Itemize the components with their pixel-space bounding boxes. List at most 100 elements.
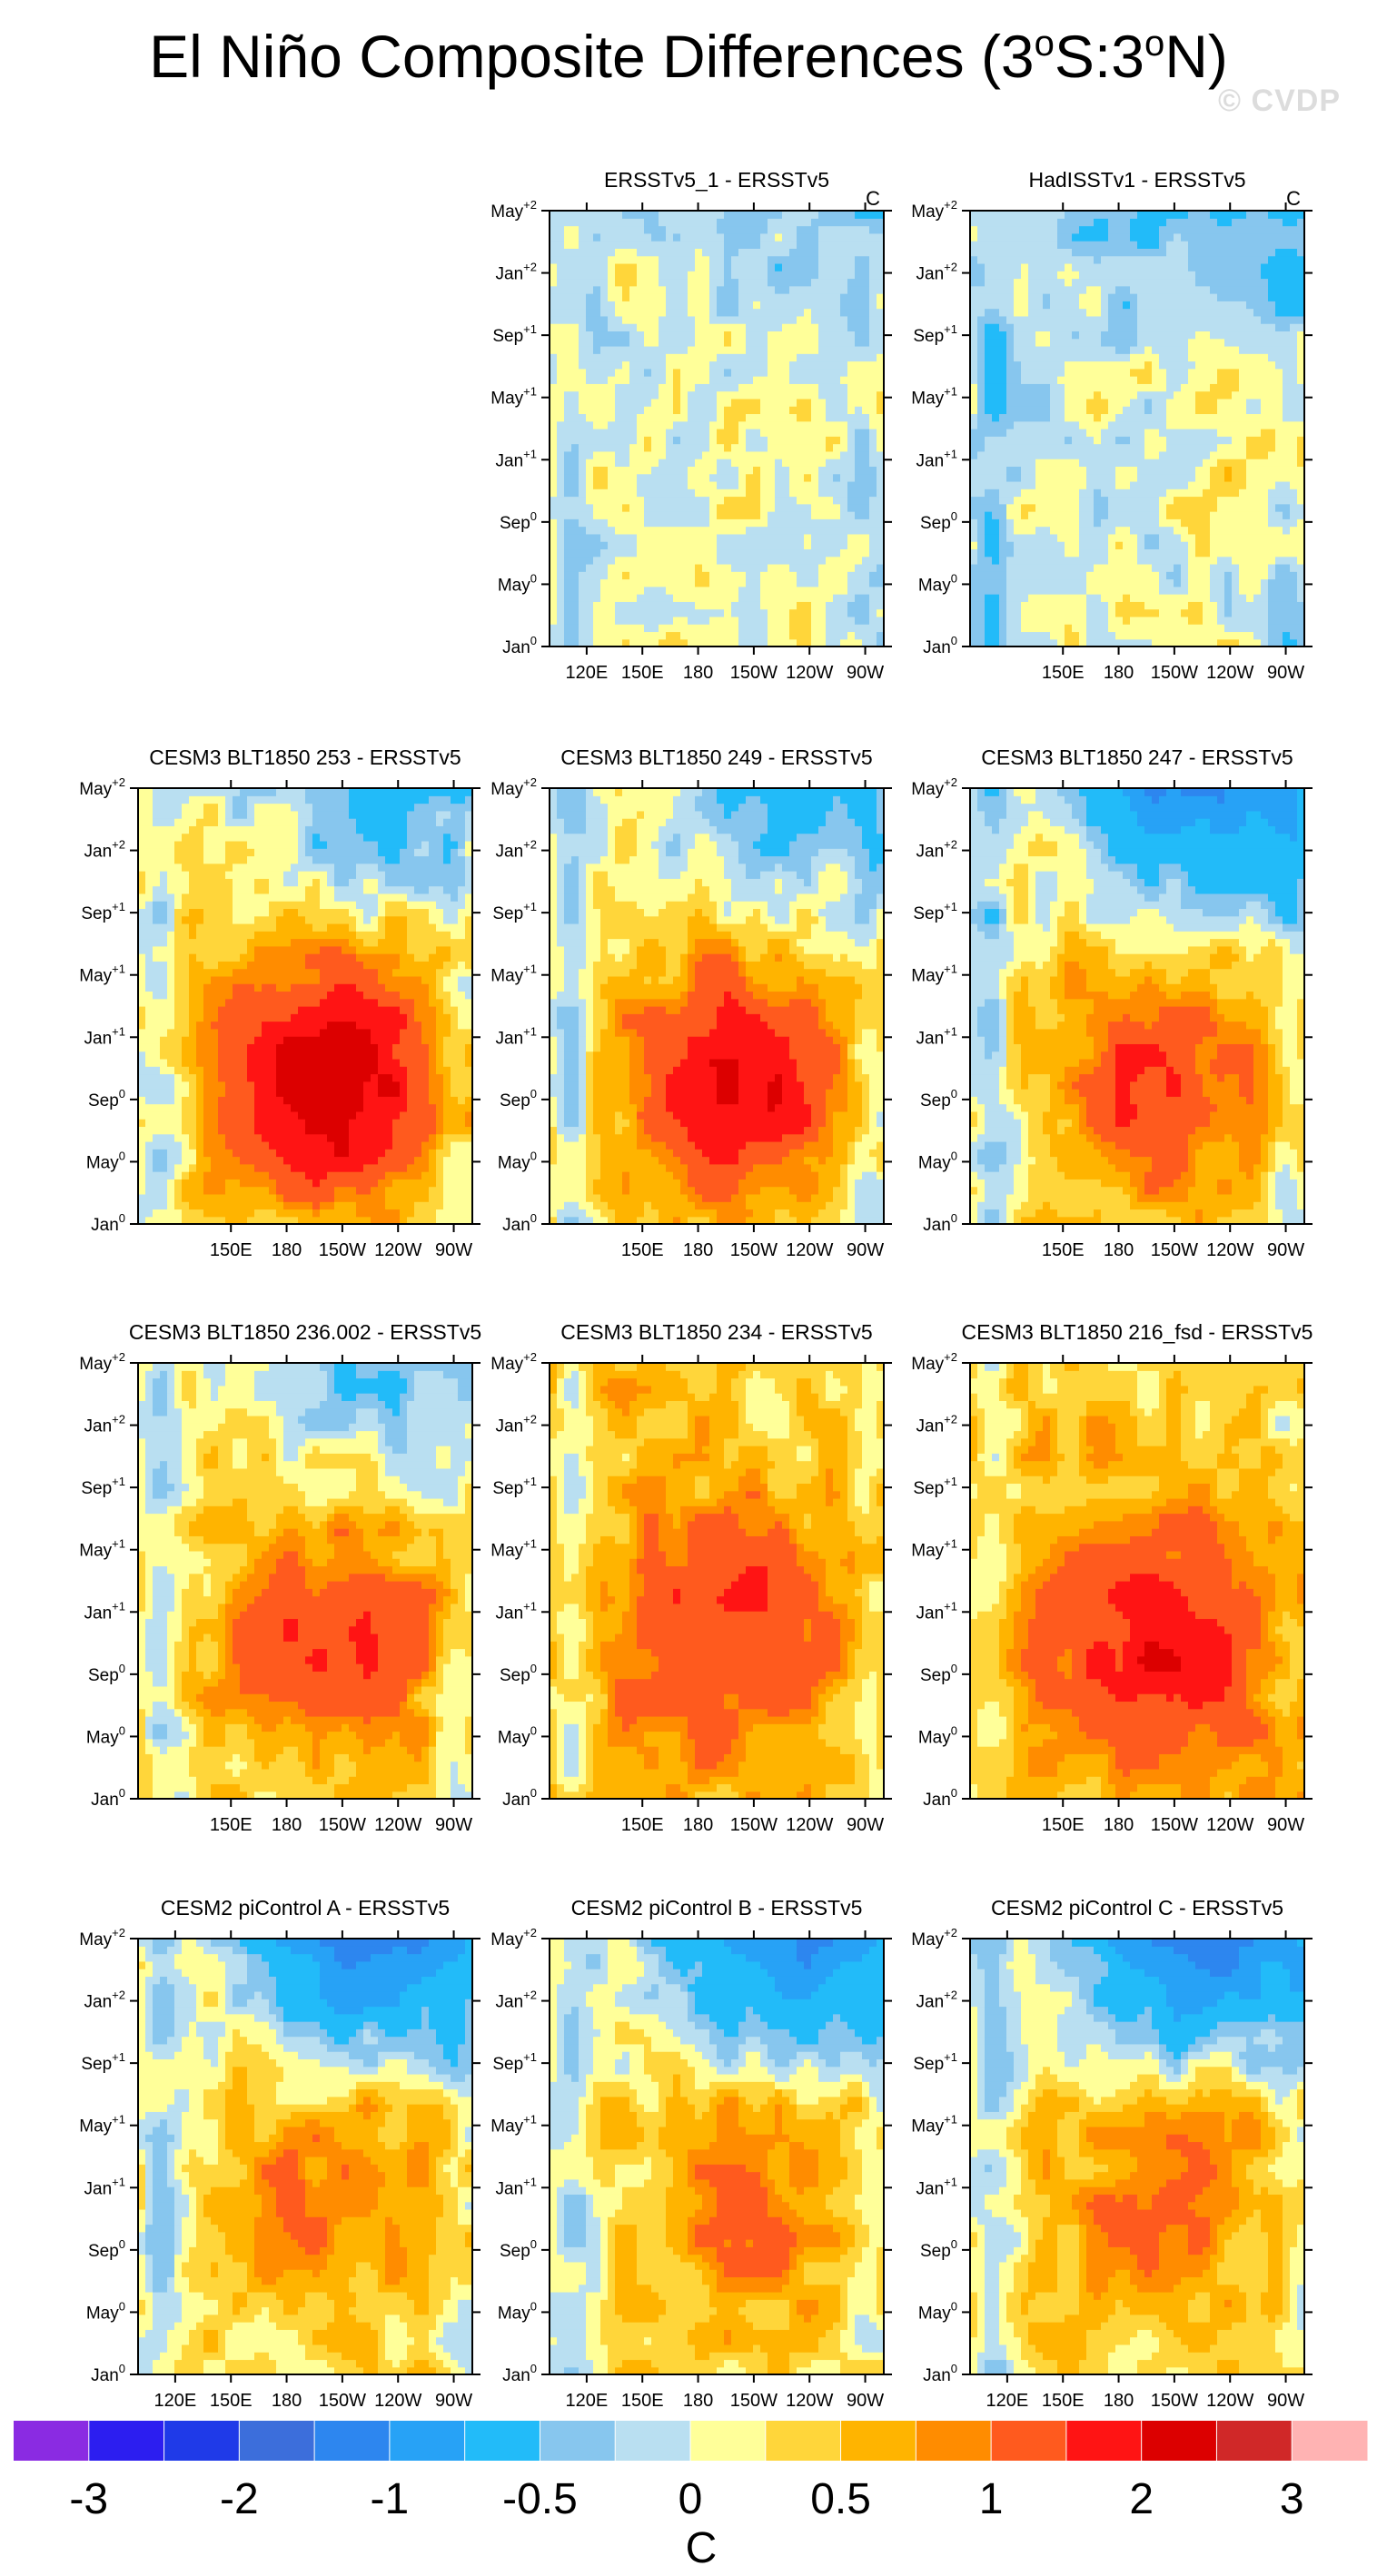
field-cell [789,271,797,280]
field-cell [550,331,558,340]
field-cell [1035,473,1044,482]
field-cell [847,526,856,535]
field-cell [1014,450,1022,459]
field-cell [637,624,645,633]
field-cell [600,368,609,377]
field-cell [600,390,609,400]
field-cell [637,301,645,310]
field-cell [1028,450,1036,459]
field-cell [571,473,580,482]
field-cell [709,496,718,505]
field-cell [1188,489,1196,498]
field-cell [651,323,659,332]
field-cell [622,450,630,459]
field-cell [1079,255,1087,264]
field-cell [680,511,688,519]
field-cell [1144,624,1153,633]
field-cell [695,211,703,219]
field-cell [557,496,565,505]
field-cell [702,232,710,242]
field-cell [775,360,783,370]
field-cell [1239,390,1247,400]
field-cell [970,548,978,558]
field-cell [1166,345,1174,354]
field-cell [688,616,696,625]
field-cell [637,503,645,512]
field-cell [1072,631,1080,640]
field-cell [629,406,638,415]
field-cell [644,345,652,354]
field-cell [797,255,805,264]
field-cell [593,345,601,354]
field-cell [1021,624,1029,633]
field-cell [992,443,1000,452]
field-cell [1057,624,1065,633]
field-cell [1224,511,1233,519]
field-cell [1246,232,1254,242]
field-cell [1239,262,1247,271]
field-cell [1144,533,1153,542]
field-cell [688,218,696,227]
field-cell [738,360,747,370]
field-cell [1079,262,1087,271]
field-cell [680,436,688,445]
field-cell [600,383,609,392]
field-cell [1079,556,1087,565]
field-cell [753,526,761,535]
field-cell [1137,241,1145,249]
field-cell [970,450,978,459]
field-cell [789,638,797,647]
field-cell [970,541,978,550]
field-cell [600,331,609,340]
field-cell [999,586,1007,595]
field-cell [1152,218,1160,227]
field-cell [1224,563,1233,572]
field-cell [738,436,747,445]
field-cell [855,466,863,475]
field-cell [1152,541,1160,550]
field-cell [797,308,805,317]
field-cell [1035,420,1044,429]
field-cell [1079,548,1087,558]
field-cell [724,232,732,242]
field-cell [717,429,725,437]
field-cell [1203,571,1211,580]
field-cell [804,594,812,602]
field-cell [557,503,565,512]
field-cell [1006,496,1015,505]
field-cell [1050,578,1058,587]
field-cell [855,571,863,580]
field-cell [833,594,841,602]
field-cell [1101,331,1109,340]
field-cell [702,533,710,542]
field-cell [877,601,885,610]
field-cell [622,211,630,219]
field-cell [717,518,725,528]
field-cell [811,563,819,572]
field-cell [651,390,659,400]
field-cell [702,563,710,572]
field-cell [1057,368,1065,377]
field-cell [1144,480,1153,489]
field-cell [1123,285,1131,294]
field-cell [731,420,739,429]
field-cell [673,571,681,580]
field-cell [579,360,587,370]
field-cell [818,608,827,617]
field-cell [1144,262,1153,271]
field-cell [1123,496,1131,505]
field-cell [1224,631,1233,640]
field-cell [1079,293,1087,301]
field-cell [659,608,667,617]
field-cell [789,489,797,498]
field-cell [1072,526,1080,535]
field-cell [985,473,993,482]
field-cell [1079,368,1087,377]
field-cell [695,293,703,301]
field-cell [869,489,877,498]
field-cell [629,616,638,625]
field-cell [579,211,587,219]
field-cell [564,285,572,294]
field-cell [804,541,812,550]
field-cell [1086,323,1095,332]
